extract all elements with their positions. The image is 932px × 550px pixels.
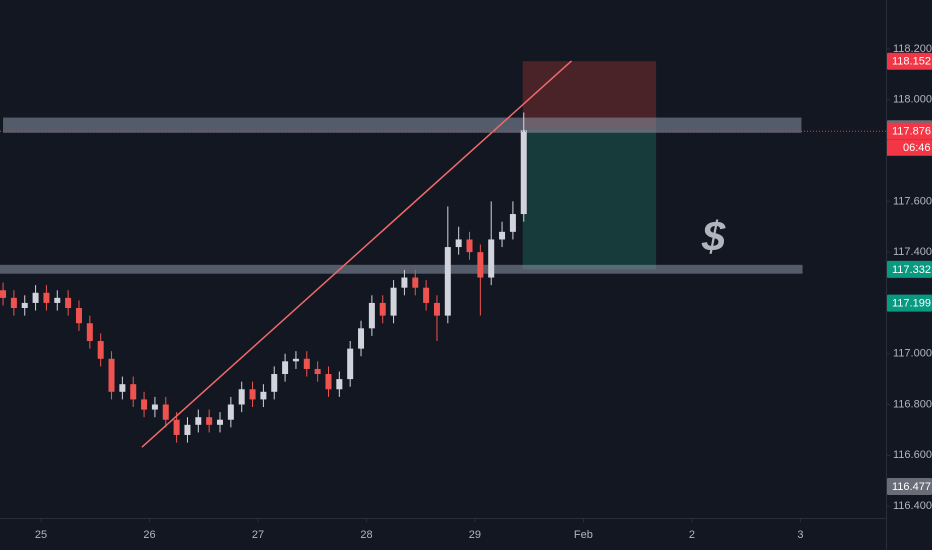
candle-body	[162, 404, 169, 420]
candle-body	[379, 302, 386, 316]
y-tick-label: 117.400	[893, 246, 932, 258]
candle-body	[130, 384, 137, 400]
y-tick-label: 118.000	[893, 94, 932, 106]
candle-body	[455, 239, 462, 248]
x-tick-label: 29	[469, 529, 481, 541]
price-marker-label: 116.477	[892, 481, 931, 493]
candle-body	[0, 290, 7, 298]
candle-body	[151, 404, 158, 410]
y-tick-label: 116.800	[893, 398, 932, 410]
x-tick-label: 28	[360, 529, 372, 541]
price-marker-label: 117.332	[892, 264, 931, 276]
candle-body	[119, 384, 126, 392]
candle-body	[401, 277, 408, 288]
price-marker	[887, 122, 932, 140]
candle-body	[32, 292, 39, 303]
candle-body	[249, 389, 256, 400]
candle-body	[86, 323, 93, 342]
candle-body	[292, 358, 299, 362]
x-tick-label: 26	[143, 529, 155, 541]
candle-body	[184, 424, 191, 435]
candle-body	[75, 308, 82, 324]
candle-body	[347, 348, 354, 380]
candle-body	[444, 247, 451, 316]
candle-body	[260, 391, 267, 400]
x-tick-label: Feb	[574, 529, 593, 541]
candle-body	[217, 419, 224, 425]
target-zone	[522, 128, 657, 270]
candle-body	[314, 368, 321, 375]
candle-body	[520, 130, 527, 215]
candle-body	[433, 302, 440, 316]
candle-body	[423, 287, 430, 303]
countdown-box	[887, 139, 932, 156]
x-tick-label: 2	[689, 529, 695, 541]
candle-body	[206, 417, 213, 425]
candle-body	[336, 379, 343, 390]
candle-body	[466, 239, 473, 253]
y-tick-label: 117.000	[893, 348, 932, 360]
candle-body	[97, 341, 104, 359]
candle-body	[282, 361, 289, 375]
candle-body	[173, 419, 180, 435]
x-tick-label: 27	[252, 529, 264, 541]
candle-body	[412, 277, 419, 288]
candle-body	[477, 252, 484, 278]
candle-body	[488, 239, 495, 278]
annotation: $	[701, 213, 726, 260]
stop-zone	[522, 61, 657, 129]
candle-body	[43, 292, 50, 303]
candle-body	[303, 358, 310, 369]
y-tick-label: 117.600	[893, 195, 932, 207]
candle-body	[195, 417, 202, 425]
price-marker-label: 118.152	[892, 56, 931, 68]
candle-body	[21, 302, 28, 309]
candle-body	[390, 287, 397, 316]
sr-zone	[0, 264, 803, 274]
price-marker-label: 117.876	[892, 126, 931, 138]
price-marker	[887, 294, 932, 312]
candle-body	[227, 404, 234, 420]
candle-body	[358, 328, 365, 349]
candle-body	[65, 297, 72, 309]
candle-body	[499, 231, 506, 240]
y-tick-label: 116.600	[893, 449, 932, 461]
price-marker	[887, 52, 932, 70]
y-tick-label: 116.400	[893, 500, 932, 512]
price-marker-label: 117.199	[892, 298, 931, 310]
y-tick-label: 118.200	[893, 43, 932, 55]
sr-zone	[3, 117, 802, 133]
countdown: 06:46	[903, 142, 931, 154]
candle-body	[271, 374, 278, 392]
candle-body	[54, 297, 61, 303]
candle-body	[368, 302, 375, 329]
price-marker	[887, 478, 932, 496]
candle-body	[10, 297, 17, 309]
x-tick-label: 3	[797, 529, 803, 541]
price-marker	[887, 260, 932, 278]
candle-body	[108, 358, 115, 392]
candle-body	[141, 399, 148, 410]
candle-body	[325, 374, 332, 390]
trend-line	[141, 60, 572, 448]
candle-body	[238, 389, 245, 405]
candle-body	[509, 214, 516, 232]
x-tick-label: 25	[35, 529, 47, 541]
